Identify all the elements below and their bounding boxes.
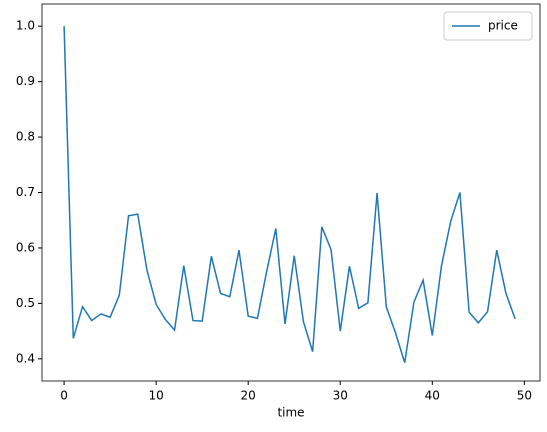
plot-frame bbox=[41, 3, 541, 382]
x-tick-label: 20 bbox=[241, 389, 256, 403]
x-tick-label: 30 bbox=[333, 389, 348, 403]
x-tick-label: 40 bbox=[425, 389, 440, 403]
y-tick-label: 1.0 bbox=[16, 19, 35, 33]
y-tick-label: 0.5 bbox=[16, 296, 35, 310]
x-axis-label: time bbox=[277, 406, 304, 420]
x-tick-label: 0 bbox=[60, 389, 68, 403]
y-tick-label: 0.8 bbox=[16, 130, 35, 144]
legend-label: price bbox=[488, 19, 518, 33]
line bbox=[63, 26, 516, 363]
legend-box bbox=[443, 11, 533, 41]
x-tick-label: 10 bbox=[149, 389, 164, 403]
x-tick-label: 50 bbox=[517, 389, 532, 403]
y-tick-label: 0.6 bbox=[16, 240, 35, 254]
y-tick-label: 0.9 bbox=[16, 74, 35, 88]
y-tick-label: 0.7 bbox=[16, 185, 35, 199]
y-tick-label: 0.4 bbox=[16, 351, 35, 365]
